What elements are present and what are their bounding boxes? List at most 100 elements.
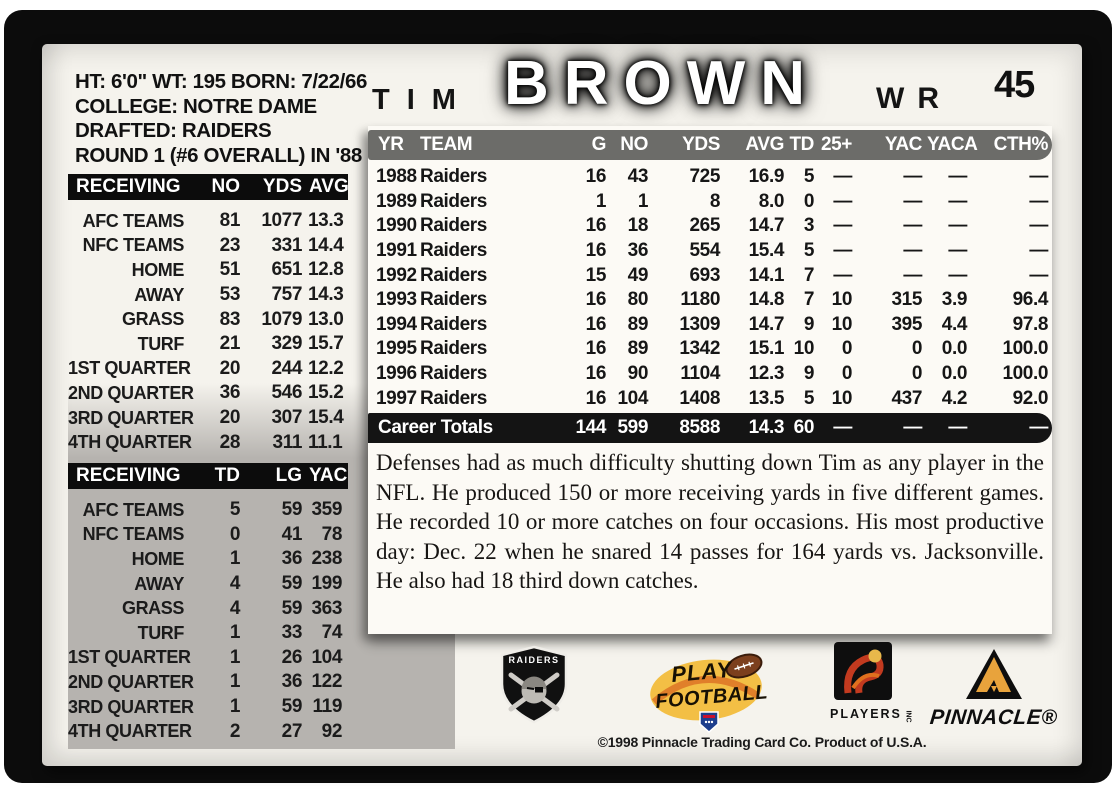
table-cell: 10 bbox=[831, 387, 853, 409]
players-figure-arm bbox=[851, 672, 880, 690]
table-cell: — bbox=[833, 190, 852, 212]
table-row: 1995 Raiders 16 89 1342 15.1 10 0 0 0.0 100.0 bbox=[368, 337, 1052, 362]
table-cell: 20 bbox=[219, 407, 241, 429]
table-cell: 13.3 bbox=[308, 210, 344, 232]
table-cell: 16 bbox=[585, 387, 607, 409]
table-cell: — bbox=[948, 215, 967, 237]
table-cell: 1408 bbox=[679, 387, 720, 409]
table-row: TURF 1 33 74 bbox=[68, 621, 348, 646]
table-cell: — bbox=[903, 190, 922, 212]
table-row: AFC TEAMS 81 1077 13.3 bbox=[68, 209, 348, 234]
table-cell: 238 bbox=[311, 548, 342, 570]
table-cell: Raiders bbox=[420, 190, 487, 212]
table-cell: 4TH QUARTER bbox=[68, 721, 192, 742]
table-row: 1991 Raiders 16 36 554 15.4 5 — — — — bbox=[368, 239, 1052, 264]
play-football-swirl bbox=[651, 676, 760, 705]
table-cell: 2 bbox=[229, 720, 241, 742]
players-figure-icon bbox=[844, 653, 884, 694]
table-row: 1992 Raiders 15 49 693 14.1 7 — — — — bbox=[368, 263, 1052, 288]
table-cell: 199 bbox=[311, 573, 342, 595]
table-row: 3RD QUARTER 1 59 119 bbox=[68, 695, 348, 720]
table-cell: 97.8 bbox=[1012, 313, 1049, 335]
table-cell: — bbox=[903, 240, 922, 262]
table-cell: 90 bbox=[627, 363, 649, 385]
table-cell: 119 bbox=[312, 696, 343, 718]
table-cell: 33 bbox=[281, 622, 303, 644]
table-cell: 1 bbox=[637, 190, 649, 212]
table-cell: 14.7 bbox=[748, 313, 785, 335]
table-row: NFC TEAMS 23 331 14.4 bbox=[68, 234, 348, 259]
play-football-text-1: PLAY bbox=[670, 657, 734, 687]
table-cell: 16 bbox=[585, 240, 607, 262]
table-cell: 23 bbox=[219, 234, 241, 256]
bio-block: HT: 6'0" WT: 195 BORN: 7/22/66 COLLEGE: N… bbox=[75, 70, 375, 168]
table-cell: 41 bbox=[281, 523, 303, 545]
table-cell: 12.2 bbox=[308, 357, 344, 379]
table-cell: 26 bbox=[281, 646, 303, 668]
table-cell: 16 bbox=[585, 289, 607, 311]
table-cell: 83 bbox=[219, 308, 241, 330]
table-row: 3RD QUARTER 20 307 15.4 bbox=[68, 406, 348, 431]
column-header: YACA bbox=[926, 130, 978, 160]
table-cell: 60 bbox=[793, 417, 815, 438]
table-cell: 36 bbox=[281, 671, 303, 693]
table-cell: — bbox=[948, 240, 967, 262]
table-cell: 1104 bbox=[680, 363, 720, 385]
table-cell: 3.9 bbox=[941, 289, 968, 311]
table-row: GRASS 4 59 363 bbox=[68, 596, 348, 621]
table-cell: 725 bbox=[689, 166, 720, 188]
table-row: 1988 Raiders 16 43 725 16.9 5 — — — — bbox=[368, 165, 1052, 190]
table-cell: 1309 bbox=[679, 313, 720, 335]
table-cell: 13.5 bbox=[748, 387, 785, 409]
table-cell: 1997 bbox=[376, 387, 417, 409]
column-header: G bbox=[558, 130, 610, 160]
table-cell: Raiders bbox=[420, 166, 487, 188]
table-cell: — bbox=[833, 417, 852, 438]
table-cell: 1 bbox=[229, 622, 241, 644]
table-cell: 10 bbox=[831, 313, 853, 335]
table-cell: 1 bbox=[595, 190, 607, 212]
table-cell: 14.3 bbox=[748, 417, 785, 438]
table-cell: — bbox=[833, 240, 852, 262]
table-cell: 1988 bbox=[376, 166, 417, 188]
stats-panel: YR TEAM G NO YDS AVG TD 25+ YAC YACA CTH% 1988 Raid… bbox=[368, 126, 1052, 634]
column-header: NO bbox=[610, 130, 652, 160]
table-cell: — bbox=[903, 215, 922, 237]
table-cell: 81 bbox=[219, 210, 241, 232]
raiders-team-logo: RAIDERS bbox=[498, 645, 570, 725]
column-header: CTH% bbox=[971, 130, 1052, 160]
text-line: COLLEGE: NOTRE DAME bbox=[75, 94, 317, 118]
table-cell: 16 bbox=[585, 363, 607, 385]
table-cell: GRASS bbox=[121, 598, 184, 619]
table-cell: 0 bbox=[911, 338, 923, 360]
table-cell: 307 bbox=[271, 407, 302, 429]
table-cell: 92.0 bbox=[1012, 387, 1049, 409]
table-cell: 1 bbox=[229, 646, 241, 668]
table-cell: 100.0 bbox=[1002, 363, 1048, 385]
players-helmet-dot bbox=[868, 649, 882, 663]
table-cell: 16 bbox=[585, 338, 607, 360]
table-cell: 5 bbox=[803, 387, 815, 409]
table-row: 1994 Raiders 16 89 1309 14.7 9 10 395 4.4 97.8 bbox=[368, 313, 1052, 338]
table-cell: 1991 bbox=[376, 240, 417, 262]
table-cell: 1 bbox=[229, 696, 241, 718]
players-word: PLAYERS bbox=[830, 707, 902, 721]
table-cell: 104 bbox=[311, 646, 342, 668]
column-header: YR bbox=[368, 130, 416, 160]
table-cell: TURF bbox=[137, 333, 185, 354]
table-cell: AFC TEAMS bbox=[82, 499, 185, 520]
players-inc-logo: PLAYERS INC bbox=[830, 642, 911, 723]
table-cell: 12.8 bbox=[308, 259, 344, 281]
table-cell: 15.4 bbox=[748, 240, 785, 262]
table-cell: 5 bbox=[229, 499, 241, 521]
table-cell: 4TH QUARTER bbox=[68, 432, 192, 453]
table-cell: 1 bbox=[229, 548, 241, 570]
table-cell: — bbox=[948, 264, 967, 286]
players-logo-text: PLAYERS INC bbox=[830, 707, 911, 723]
table-cell: 9 bbox=[803, 363, 815, 385]
table-cell: 36 bbox=[281, 548, 303, 570]
table-cell: — bbox=[1029, 417, 1048, 438]
column-header: LG bbox=[246, 463, 308, 489]
column-header: AVG bbox=[308, 174, 349, 200]
column-header: RECEIVING bbox=[68, 463, 188, 489]
